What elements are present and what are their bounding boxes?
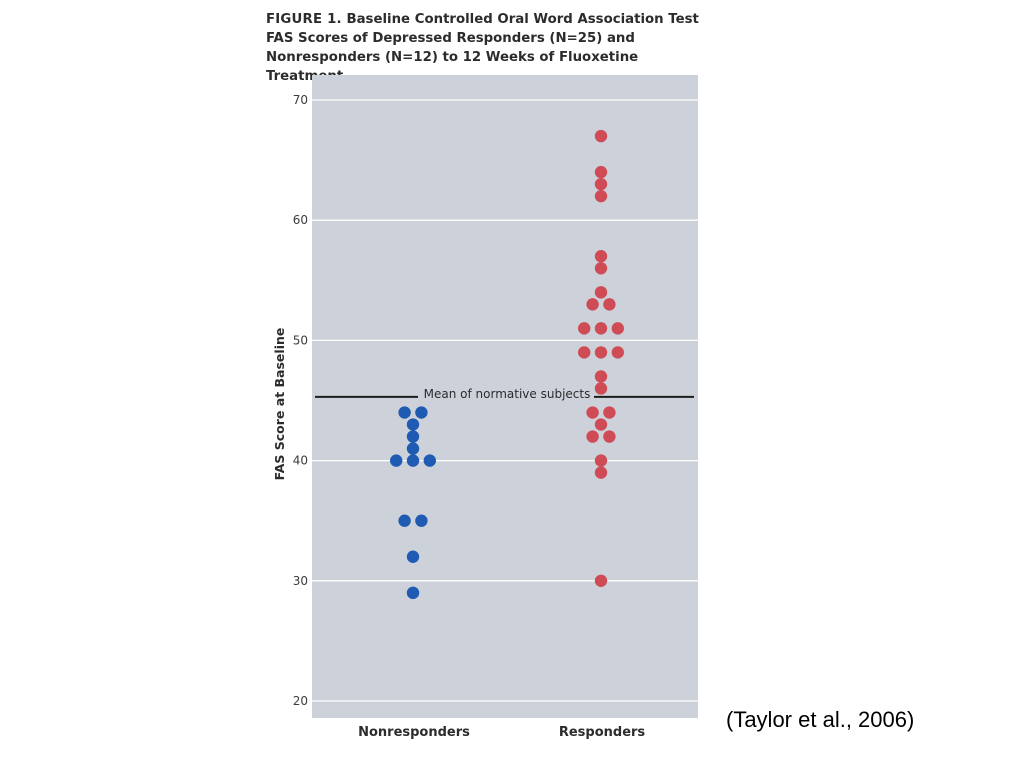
y-tick-label-70: 70 bbox=[293, 93, 308, 107]
data-point-nonresponders-4 bbox=[406, 442, 420, 455]
reference-line-group: Mean of normative subjects bbox=[315, 387, 694, 401]
data-point-responders-4 bbox=[594, 250, 608, 263]
data-point-nonresponders-9 bbox=[415, 514, 428, 527]
data-point-nonresponders-3 bbox=[406, 430, 420, 443]
y-tick-label-30: 30 bbox=[293, 574, 308, 588]
data-point-nonresponders-6 bbox=[406, 454, 420, 467]
data-point-nonresponders-5 bbox=[390, 454, 403, 467]
y-tick-label-40: 40 bbox=[293, 454, 308, 468]
y-axis-title: FAS Score at Baseline bbox=[272, 328, 287, 481]
data-point-responders-2 bbox=[594, 177, 608, 191]
data-point-responders-17 bbox=[586, 406, 599, 419]
reference-line-label: Mean of normative subjects bbox=[424, 387, 591, 401]
y-tick-label-60: 60 bbox=[293, 213, 308, 227]
data-point-nonresponders-7 bbox=[423, 454, 436, 467]
data-point-responders-0 bbox=[594, 129, 608, 143]
data-point-nonresponders-10 bbox=[406, 550, 420, 563]
data-point-responders-18 bbox=[603, 406, 616, 419]
gridlines bbox=[312, 99, 698, 702]
data-point-responders-8 bbox=[603, 298, 616, 311]
data-point-responders-20 bbox=[586, 430, 599, 443]
figure-title-label: FIGURE 1. bbox=[266, 12, 342, 27]
data-point-responders-10 bbox=[594, 322, 608, 335]
x-axis-category-labels: Nonresponders Responders bbox=[358, 725, 645, 740]
data-points bbox=[390, 129, 624, 600]
data-point-responders-13 bbox=[594, 346, 608, 359]
data-point-responders-9 bbox=[578, 322, 591, 335]
data-point-responders-22 bbox=[594, 454, 608, 467]
data-point-responders-7 bbox=[586, 298, 599, 311]
x-category-label-nonresponders: Nonresponders bbox=[358, 725, 470, 740]
data-point-responders-1 bbox=[594, 165, 608, 179]
data-point-nonresponders-8 bbox=[398, 514, 411, 527]
data-point-nonresponders-2 bbox=[406, 418, 420, 431]
citation: (Taylor et al., 2006) bbox=[726, 707, 915, 732]
x-category-label-responders: Responders bbox=[559, 725, 646, 740]
data-point-nonresponders-0 bbox=[398, 406, 411, 419]
data-point-responders-11 bbox=[611, 322, 624, 335]
y-tick-label-20: 20 bbox=[293, 694, 308, 708]
y-tick-label-50: 50 bbox=[293, 333, 308, 347]
data-point-responders-15 bbox=[594, 370, 608, 383]
data-point-responders-16 bbox=[594, 382, 608, 395]
data-point-responders-14 bbox=[611, 346, 624, 359]
data-point-responders-19 bbox=[594, 418, 608, 431]
data-point-responders-5 bbox=[594, 262, 608, 275]
data-point-responders-24 bbox=[594, 574, 608, 587]
data-point-nonresponders-1 bbox=[415, 406, 428, 419]
data-point-responders-21 bbox=[603, 430, 616, 443]
data-point-responders-23 bbox=[594, 466, 608, 479]
data-point-responders-6 bbox=[594, 286, 608, 299]
data-point-responders-3 bbox=[594, 189, 608, 203]
data-point-responders-12 bbox=[578, 346, 591, 359]
data-point-nonresponders-11 bbox=[406, 586, 420, 600]
y-axis-ticks: 20 30 40 50 60 70 bbox=[293, 93, 308, 708]
